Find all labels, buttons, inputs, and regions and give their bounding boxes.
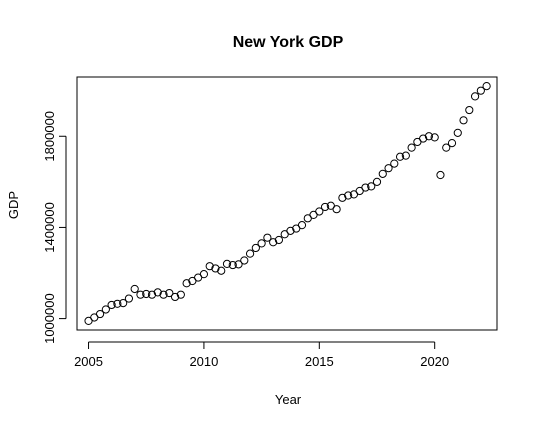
y-tick-label: 1800000: [42, 111, 57, 162]
data-point: [482, 82, 491, 91]
data-point: [338, 193, 347, 202]
data-point: [165, 288, 174, 298]
data-point: [320, 202, 330, 212]
chart-title: New York GDP: [233, 34, 344, 51]
data-point: [245, 249, 255, 258]
y-axis: 1000000 1400000 1800000: [42, 111, 67, 344]
data-point: [107, 300, 116, 310]
data-point: [263, 233, 272, 242]
data-point: [315, 207, 324, 216]
data-point: [170, 292, 180, 302]
data-point: [447, 138, 457, 148]
data-point: [465, 105, 474, 115]
data-point: [147, 290, 157, 299]
data-point: [367, 182, 376, 191]
data-point: [332, 205, 341, 214]
data-point: [217, 266, 226, 275]
data-point: [361, 183, 370, 192]
data-point: [297, 221, 307, 230]
data-point: [476, 86, 485, 95]
data-point: [453, 128, 462, 137]
data-point: [228, 260, 237, 270]
y-axis-label: GDP: [6, 191, 21, 219]
data-point: [442, 143, 451, 152]
x-axis-label: Year: [275, 392, 302, 407]
data-point: [130, 284, 139, 294]
data-point: [257, 239, 266, 248]
data-point: [205, 262, 214, 271]
data-point: [274, 235, 284, 245]
data-point: [142, 289, 151, 299]
x-tick-label: 2015: [305, 354, 334, 369]
data-point: [419, 134, 428, 143]
data-point: [113, 299, 122, 308]
data-point: [251, 243, 260, 253]
data-point: [222, 259, 232, 269]
data-point: [286, 226, 295, 235]
data-points: [84, 82, 491, 325]
data-point: [182, 279, 191, 288]
data-point: [459, 116, 468, 125]
data-point: [159, 290, 168, 299]
data-point: [199, 270, 209, 279]
data-point: [176, 290, 185, 299]
data-point: [372, 177, 382, 186]
data-point: [211, 264, 220, 273]
data-point: [390, 159, 399, 168]
data-point: [101, 305, 110, 314]
x-tick-label: 2005: [74, 354, 103, 369]
data-point: [430, 133, 439, 142]
data-point: [153, 288, 162, 297]
data-point: [378, 169, 387, 178]
y-tick-label: 1000000: [42, 293, 57, 344]
data-point: [436, 170, 445, 180]
data-point: [119, 299, 128, 308]
x-tick-label: 2010: [189, 354, 218, 369]
x-tick-label: 2020: [420, 354, 449, 369]
data-point: [136, 290, 145, 299]
data-point: [424, 132, 434, 141]
data-point: [344, 191, 353, 200]
y-tick-label: 1400000: [42, 202, 57, 253]
data-point: [395, 152, 405, 161]
data-point: [95, 309, 105, 319]
data-point: [234, 260, 243, 269]
data-point: [240, 256, 249, 265]
data-point: [407, 143, 416, 152]
data-point: [470, 92, 480, 101]
data-point: [269, 238, 278, 247]
plot-area-frame: [76, 76, 498, 331]
data-point: [384, 164, 393, 173]
data-point: [401, 151, 410, 160]
x-axis: 2005 2010 2015 2020: [74, 341, 449, 369]
data-point: [124, 294, 134, 303]
